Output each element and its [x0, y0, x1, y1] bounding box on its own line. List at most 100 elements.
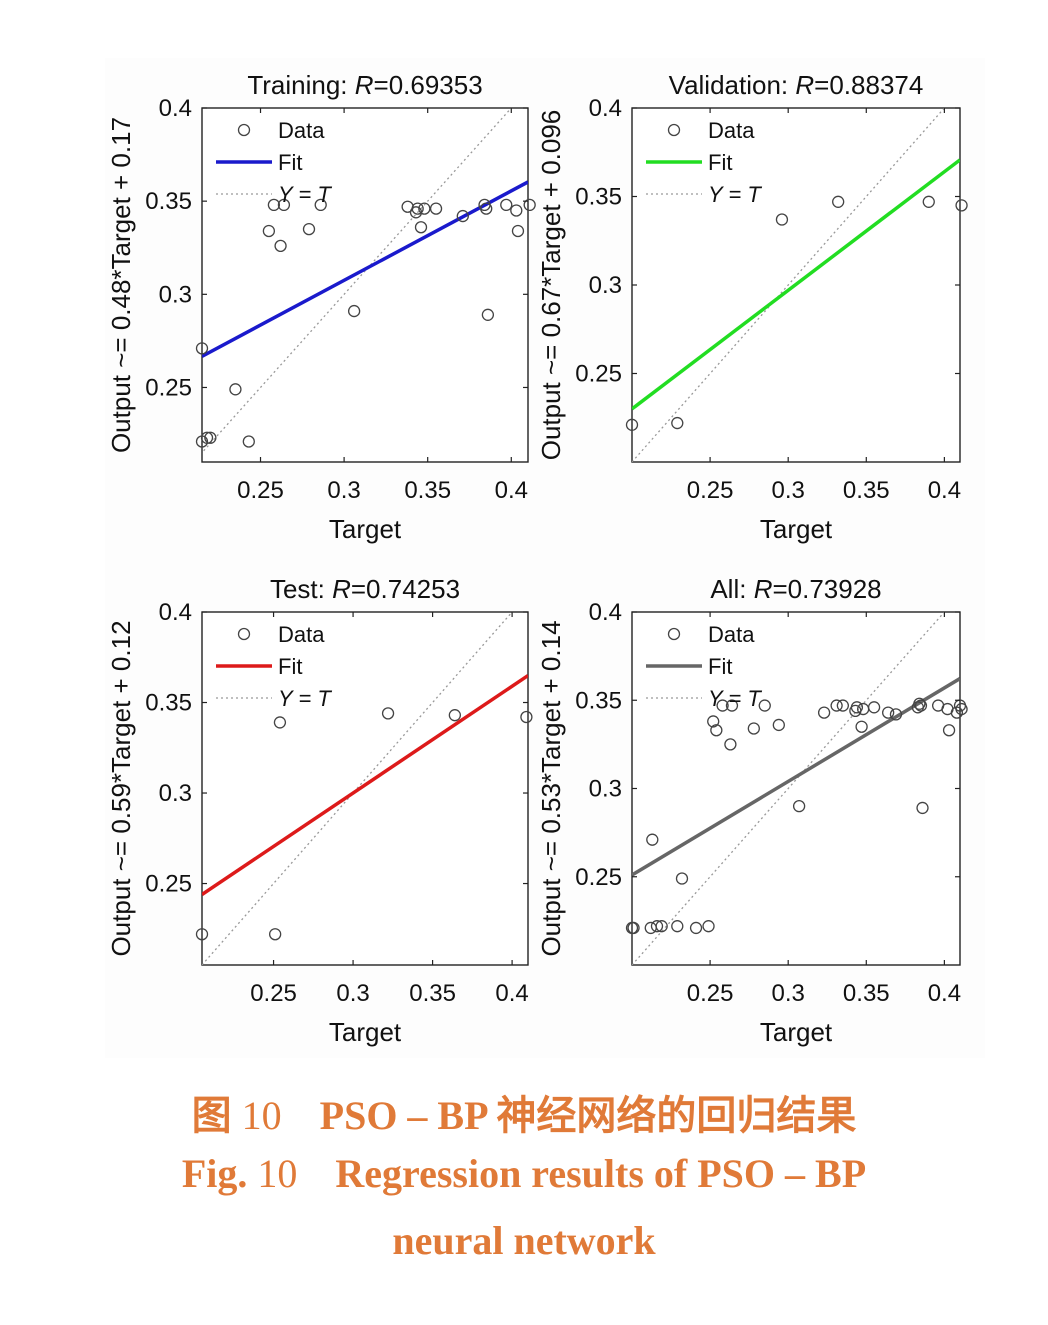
legend-yt-label: Y = T	[708, 686, 762, 711]
data-point	[195, 342, 209, 355]
subplot-title: Training: R=0.69353	[247, 70, 482, 100]
data-point	[817, 706, 831, 719]
plot-content	[202, 108, 528, 454]
subplot-title-r: R	[795, 70, 814, 100]
y-axis-label: Output ~= 0.48*Target + 0.17	[106, 117, 136, 453]
y-equals-t-line	[202, 108, 513, 454]
legend-data-marker	[667, 123, 681, 137]
legend-data-label: Data	[278, 622, 325, 647]
caption-english: Fig. 10 Regression results of PSO – BP	[0, 1150, 1048, 1197]
legend-data-label: Data	[708, 622, 755, 647]
data-point	[448, 709, 461, 722]
legend-fit-label: Fit	[278, 150, 302, 175]
legend-yt-label: Y = T	[278, 686, 332, 711]
data-point	[889, 708, 903, 721]
fit-line	[632, 158, 960, 411]
x-tick-label: 0.4	[495, 980, 528, 1007]
y-equals-t-line	[202, 612, 513, 965]
y-tick-label: 0.25	[145, 374, 192, 401]
data-point	[832, 195, 845, 208]
y-tick-label: 0.25	[575, 361, 622, 388]
data-point	[273, 716, 287, 729]
subplot-title-value: =0.74253	[351, 574, 460, 604]
y-axis-label: Output ~= 0.67*Target + 0.096	[536, 110, 566, 461]
subplot-title-r: R	[332, 574, 351, 604]
caption-cn-number: 10	[241, 1093, 282, 1138]
legend-data-marker	[237, 627, 251, 641]
plot-content	[632, 612, 960, 965]
regression-subplot-3: 0.25 0.3 0.35 0.4 0.25 0.3 0.35 0.4 Test: R=0.74…	[106, 574, 533, 1047]
caption-chinese: 图 10 PSO – BP 神经网络的回归结果	[0, 1083, 1048, 1141]
data-point	[510, 204, 523, 217]
x-tick-label: 0.3	[772, 980, 805, 1007]
legend-data-label: Data	[708, 118, 755, 143]
y-axis-label: Output ~= 0.53*Target + 0.14	[536, 620, 566, 956]
plot-area	[201, 107, 529, 463]
x-axis-label: Target	[329, 1017, 402, 1047]
data-point	[481, 308, 495, 321]
y-tick-label: 0.4	[159, 95, 192, 122]
x-tick-label: 0.4	[928, 980, 961, 1007]
data-point	[916, 801, 929, 815]
data-point	[882, 706, 895, 719]
plot-area	[631, 611, 961, 966]
caption-cn-prefix: 图	[191, 1093, 232, 1138]
legend-fit-label: Fit	[708, 150, 732, 175]
data-point	[414, 221, 428, 234]
data-point	[689, 921, 703, 935]
data-point	[671, 416, 684, 430]
plot-content	[632, 108, 960, 462]
data-point	[204, 431, 217, 444]
regression-subplot-1: 0.25 0.3 0.35 0.4 0.25 0.3 0.35 0.4 Training: R=…	[106, 70, 536, 544]
data-point	[480, 202, 493, 215]
data-point	[716, 699, 729, 712]
y-axis-label: Output ~= 0.59*Target + 0.12	[106, 620, 136, 956]
y-tick-label: 0.35	[145, 188, 192, 215]
y-tick-label: 0.3	[159, 780, 192, 807]
caption-en-text-line2: neural network	[392, 1218, 656, 1263]
subplot-title-r: R	[754, 574, 773, 604]
data-point	[200, 431, 214, 444]
subplot-title-prefix: Training:	[247, 70, 354, 100]
data-point	[302, 222, 316, 236]
x-tick-label: 0.25	[687, 980, 734, 1007]
plot-content	[202, 612, 528, 965]
subplot-title-r: R	[355, 70, 374, 100]
fit-line	[202, 674, 528, 896]
y-tick-label: 0.35	[575, 687, 622, 714]
plot-area	[201, 611, 529, 966]
data-point	[314, 198, 327, 212]
data-point	[855, 720, 868, 733]
data-point	[650, 920, 664, 933]
data-point	[646, 833, 659, 846]
fit-line	[632, 677, 960, 877]
caption-english-line2: neural network	[0, 1217, 1048, 1264]
subplot-title: All: R=0.73928	[710, 574, 881, 604]
data-point	[627, 921, 640, 935]
legend-data-marker	[237, 123, 251, 137]
subplot-title-prefix: Test:	[270, 574, 332, 604]
legend-data-marker	[667, 627, 681, 641]
legend-yt-label: Y = T	[708, 182, 762, 207]
data-point	[867, 701, 881, 714]
data-point	[418, 202, 431, 215]
data-point	[922, 195, 935, 208]
data-point	[411, 202, 424, 215]
data-point	[269, 928, 282, 941]
x-tick-label: 0.4	[495, 477, 528, 504]
y-tick-label: 0.3	[589, 776, 622, 803]
data-point	[792, 800, 806, 813]
x-axis-label: Target	[760, 514, 833, 544]
subplot-title: Test: R=0.74253	[270, 574, 460, 604]
regression-subplot-2: 0.25 0.3 0.35 0.4 0.25 0.3 0.35 0.4 Validation: …	[536, 70, 968, 544]
data-point	[758, 699, 771, 712]
regression-subplot-4: 0.25 0.3 0.35 0.4 0.25 0.3 0.35 0.4 All: R=0.739…	[536, 574, 968, 1047]
data-point	[229, 383, 242, 396]
data-point	[520, 710, 533, 724]
y-tick-label: 0.3	[159, 281, 192, 308]
data-point	[274, 239, 287, 253]
data-point	[267, 198, 281, 212]
data-point	[725, 699, 739, 712]
data-point	[671, 920, 684, 933]
